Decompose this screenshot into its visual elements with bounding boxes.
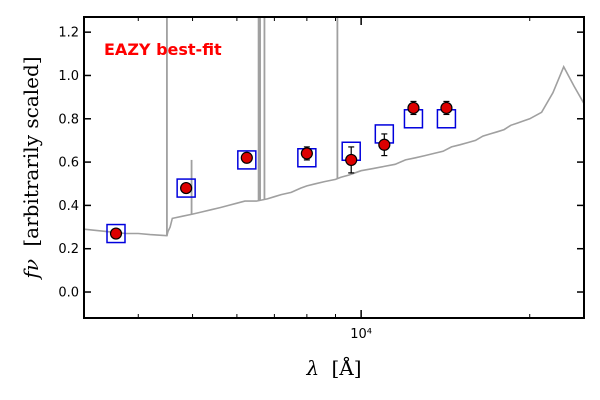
y-tick-label: 0.0 (58, 286, 79, 301)
observed-point (180, 181, 193, 195)
x-axis-symbol: λ (305, 356, 319, 380)
y-tick-label: 0.2 (58, 242, 79, 257)
annotation-text: EAZY best-fit (104, 40, 222, 59)
y-tick-label: 1.0 (58, 69, 79, 84)
plot-frame (83, 16, 585, 319)
y-axis-text: [arbitrarily scaled] (19, 56, 43, 246)
observed-point (440, 101, 453, 115)
x-axis-label: λ [Å] (305, 355, 361, 380)
model-photometry-box (106, 223, 126, 244)
observed-point (240, 151, 253, 164)
chart-marks (84, 17, 584, 244)
model-photometry-box (176, 178, 196, 198)
observed-point (109, 227, 123, 240)
x-tick-label: 10⁴ (350, 327, 372, 342)
y-tick-label: 1.2 (58, 26, 79, 41)
axis-ticks: 0.0 0.2 0.4 0.6 0.8 1.0 1.2 10⁴ (58, 17, 584, 342)
spectrum-line (84, 64, 584, 237)
observed-point (407, 101, 420, 115)
observed-point (300, 147, 313, 160)
y-axis-label: fν [arbitrarily scaled] (19, 56, 43, 280)
x-axis-unit: [Å] (331, 355, 361, 380)
model-photometry-box (237, 150, 257, 170)
y-tick-label: 0.8 (58, 112, 79, 127)
y-axis-symbol: fν (19, 259, 43, 281)
observed-point (378, 138, 391, 151)
observed-point (345, 153, 358, 167)
y-tick-label: 0.4 (58, 199, 79, 214)
y-tick-label: 0.6 (58, 156, 79, 171)
